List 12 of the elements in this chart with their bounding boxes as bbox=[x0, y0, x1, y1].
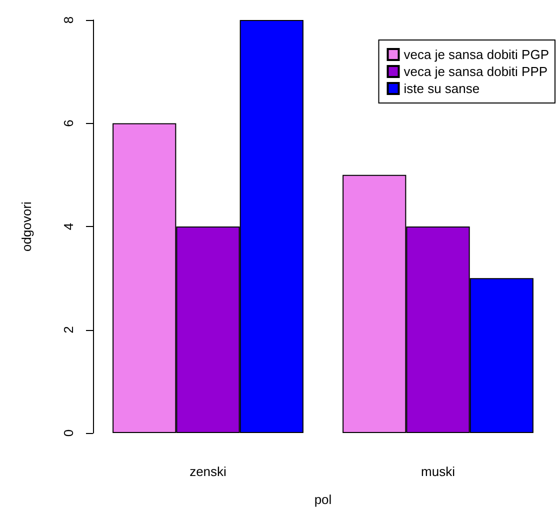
legend-label: iste su sanse bbox=[404, 81, 480, 96]
x-axis-title: pol bbox=[314, 492, 332, 507]
x-tick-label: zenski bbox=[190, 464, 227, 479]
legend-label: veca je sansa dobiti PPP bbox=[404, 64, 548, 79]
y-tick-label: 4 bbox=[61, 222, 76, 230]
y-tick-label: 2 bbox=[61, 326, 76, 334]
x-tick-label: muski bbox=[421, 464, 456, 479]
y-tick-label: 0 bbox=[61, 429, 76, 437]
y-axis-title: odgovori bbox=[19, 201, 34, 252]
legend-label: veca je sansa dobiti PGP bbox=[404, 47, 550, 62]
y-tick-label: 6 bbox=[61, 120, 76, 127]
y-tick-label: 8 bbox=[61, 16, 76, 24]
